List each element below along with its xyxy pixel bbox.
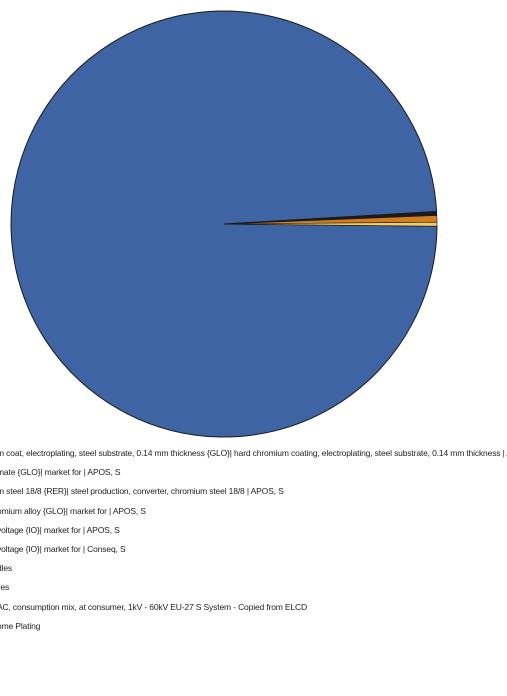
pie-slice-4	[223, 221, 438, 227]
legend: m coat, electroplating, steel substrate,…	[0, 444, 507, 636]
legend-item: m steel 18/8 {RER}| steel production, co…	[0, 486, 284, 497]
legend-item: mate {GLO}| market for | APOS, S	[0, 467, 121, 478]
legend-item: ome Plating	[0, 620, 41, 631]
legend-item: voltage {IO}| market for | Conseq, S	[0, 543, 126, 554]
legend-item: voltage {IO}| market for | APOS, S	[0, 524, 120, 535]
legend-item: AC, consumption mix, at consumer, 1kV - …	[0, 601, 308, 612]
legend-item: dles	[0, 563, 12, 574]
legend-item: omium alloy {GLO}| market for | APOS, S	[0, 505, 146, 516]
legend-item: m coat, electroplating, steel substrate,…	[0, 448, 507, 458]
pie-chart	[10, 10, 438, 438]
legend-item: lles	[0, 582, 10, 593]
